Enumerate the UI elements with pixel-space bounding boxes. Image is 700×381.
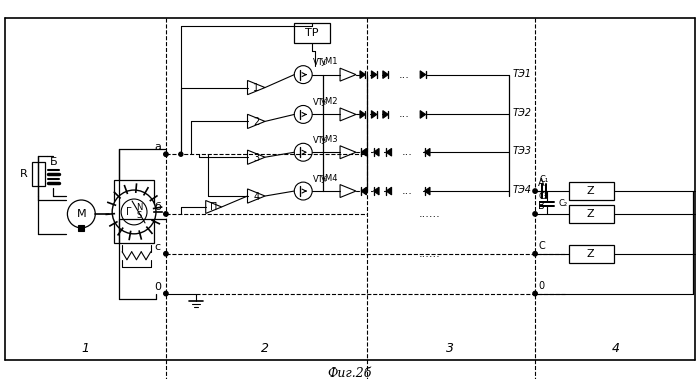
- Text: а: а: [154, 142, 161, 152]
- Circle shape: [533, 291, 538, 296]
- Text: ТЭ2: ТЭ2: [512, 109, 531, 118]
- Text: 3: 3: [445, 342, 454, 355]
- Text: 0: 0: [154, 282, 161, 291]
- Text: ТЭ3: ТЭ3: [512, 146, 531, 156]
- Text: VT₄: VT₄: [313, 174, 328, 184]
- Text: 0: 0: [538, 280, 544, 291]
- Text: VT₃: VT₃: [313, 136, 327, 145]
- Bar: [78, 225, 84, 231]
- Text: 2: 2: [261, 342, 270, 355]
- Polygon shape: [420, 110, 426, 118]
- Text: С₂: С₂: [559, 200, 568, 208]
- Polygon shape: [383, 110, 389, 118]
- Polygon shape: [360, 110, 365, 118]
- Text: S: S: [136, 211, 141, 221]
- Circle shape: [178, 152, 183, 156]
- Text: Z: Z: [587, 249, 594, 259]
- Circle shape: [67, 200, 95, 228]
- Circle shape: [294, 182, 312, 200]
- Text: R: R: [20, 169, 27, 179]
- Circle shape: [164, 152, 168, 157]
- Text: B: B: [538, 201, 545, 211]
- Text: уМ1: уМ1: [321, 57, 338, 66]
- Text: б: б: [154, 202, 161, 212]
- Text: С₂: С₂: [538, 192, 547, 200]
- Text: 4: 4: [612, 342, 620, 355]
- Polygon shape: [361, 149, 367, 156]
- Text: П: П: [210, 202, 218, 213]
- Bar: [569, 182, 614, 200]
- Polygon shape: [424, 187, 430, 195]
- Text: C: C: [538, 241, 545, 251]
- Polygon shape: [374, 187, 379, 195]
- Text: ......: ......: [419, 249, 440, 259]
- Circle shape: [294, 143, 312, 161]
- Text: Б: Б: [50, 157, 57, 167]
- Bar: [569, 245, 614, 263]
- Text: Фиг.2б: Фиг.2б: [328, 367, 372, 379]
- Polygon shape: [372, 110, 377, 118]
- Circle shape: [533, 189, 538, 193]
- Polygon shape: [361, 187, 367, 195]
- Bar: [114, 180, 154, 243]
- Text: Z: Z: [587, 186, 594, 196]
- Text: ...: ...: [402, 186, 412, 196]
- Text: ...: ...: [398, 109, 409, 119]
- Polygon shape: [386, 149, 391, 156]
- Bar: [294, 23, 330, 43]
- Text: 1: 1: [81, 342, 90, 355]
- Text: VT₁: VT₁: [313, 58, 328, 67]
- Bar: [569, 205, 614, 223]
- Text: ......: ......: [419, 209, 440, 219]
- Circle shape: [164, 291, 168, 296]
- Text: уМ4: уМ4: [321, 174, 338, 182]
- Text: ТЭ4: ТЭ4: [512, 185, 531, 195]
- Text: уМ3: уМ3: [321, 135, 338, 144]
- Text: 2: 2: [253, 117, 260, 127]
- Polygon shape: [374, 149, 379, 156]
- Polygon shape: [420, 71, 426, 78]
- Circle shape: [164, 251, 168, 256]
- Text: Z: Z: [587, 209, 594, 219]
- Circle shape: [294, 66, 312, 83]
- Text: С₁: С₁: [540, 174, 549, 184]
- Text: с: с: [155, 242, 161, 252]
- Polygon shape: [372, 71, 377, 78]
- Bar: [32, 162, 45, 186]
- Circle shape: [533, 251, 538, 256]
- Text: уМ2: уМ2: [321, 97, 338, 106]
- Text: М: М: [76, 209, 86, 219]
- Text: ...: ...: [402, 147, 412, 157]
- Text: N: N: [136, 203, 142, 213]
- Circle shape: [294, 106, 312, 123]
- Polygon shape: [360, 71, 365, 78]
- Circle shape: [533, 212, 538, 216]
- Text: A: A: [538, 178, 545, 188]
- Polygon shape: [383, 71, 389, 78]
- Text: 3: 3: [253, 153, 259, 163]
- Circle shape: [112, 190, 156, 234]
- Text: ...: ...: [398, 70, 409, 80]
- Text: 4: 4: [253, 192, 259, 202]
- Text: VT₂: VT₂: [313, 98, 327, 107]
- Circle shape: [164, 212, 168, 216]
- Polygon shape: [386, 187, 391, 195]
- Text: ТЭ1: ТЭ1: [512, 69, 531, 78]
- Polygon shape: [424, 149, 430, 156]
- Text: 1: 1: [253, 83, 259, 93]
- Text: ТР: ТР: [305, 28, 319, 38]
- Text: Г: Г: [126, 207, 132, 217]
- Circle shape: [121, 199, 147, 225]
